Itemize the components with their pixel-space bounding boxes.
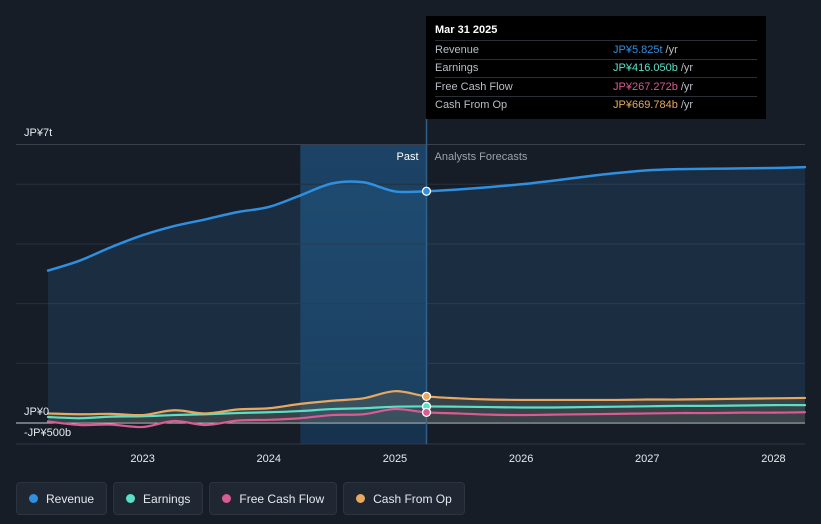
- cash-from-op-marker: [421, 391, 432, 401]
- x-tick-2028: 2028: [761, 453, 785, 465]
- legend: Revenue Earnings Free Cash Flow Cash Fro…: [16, 482, 465, 515]
- tooltip-value: JP¥669.784b: [613, 99, 678, 112]
- revenue-marker: [421, 186, 432, 196]
- tooltip-label: Revenue: [435, 43, 480, 56]
- legend-dot-icon: [356, 494, 366, 503]
- legend-dot-icon: [126, 494, 136, 503]
- tooltip-label: Cash From Op: [435, 99, 508, 112]
- legend-item-earnings[interactable]: Earnings: [113, 482, 204, 515]
- tooltip-row-free-cash-flow: Free Cash Flow JP¥267.272b /yr: [435, 77, 757, 96]
- x-tick-2025: 2025: [383, 453, 407, 465]
- tooltip: Mar 31 2025 Revenue JP¥5.825t /yr Earnin…: [426, 16, 766, 119]
- past-region-shade: [300, 144, 427, 444]
- legend-dot-icon: [222, 494, 232, 503]
- tooltip-unit: /yr: [680, 80, 694, 93]
- tooltip-label: Earnings: [435, 62, 479, 75]
- tooltip-row-revenue: Revenue JP¥5.825t /yr: [435, 40, 757, 59]
- y-axis-zero-label: JP¥0: [24, 406, 49, 418]
- y-axis-bottom-label: -JP¥500b: [24, 427, 71, 439]
- legend-item-cash-from-op[interactable]: Cash From Op: [343, 482, 465, 515]
- legend-label: Cash From Op: [373, 491, 452, 506]
- legend-item-revenue[interactable]: Revenue: [16, 482, 108, 515]
- x-tick-2027: 2027: [635, 453, 659, 465]
- x-tick-2024: 2024: [257, 453, 281, 465]
- tooltip-value: JP¥416.050b: [613, 62, 678, 75]
- forecast-label: Analysts Forecasts: [435, 151, 528, 163]
- revenue-area: [48, 167, 805, 423]
- tooltip-row-earnings: Earnings JP¥416.050b /yr: [435, 58, 757, 78]
- x-tick-2026: 2026: [509, 453, 533, 465]
- legend-label: Revenue: [46, 491, 95, 506]
- tooltip-value: JP¥267.272b: [613, 80, 678, 93]
- legend-dot-icon: [29, 494, 38, 503]
- tooltip-unit: /yr: [665, 43, 678, 56]
- free-cash-flow-marker: [421, 407, 432, 418]
- tooltip-value: JP¥5.825t: [613, 43, 663, 56]
- tooltip-row-cash-from-op: Cash From Op JP¥669.784b /yr: [435, 95, 757, 115]
- tooltip-unit: /yr: [680, 99, 694, 112]
- tooltip-label: Free Cash Flow: [435, 80, 513, 93]
- tooltip-date: Mar 31 2025: [435, 24, 498, 36]
- x-tick-2023: 2023: [130, 453, 154, 465]
- y-axis-top-label: JP¥7t: [24, 127, 52, 139]
- past-label: Past: [396, 151, 418, 163]
- legend-item-free-cash-flow[interactable]: Free Cash Flow: [209, 482, 338, 515]
- tooltip-unit: /yr: [680, 62, 694, 75]
- legend-label: Free Cash Flow: [239, 491, 325, 506]
- legend-label: Earnings: [143, 491, 191, 506]
